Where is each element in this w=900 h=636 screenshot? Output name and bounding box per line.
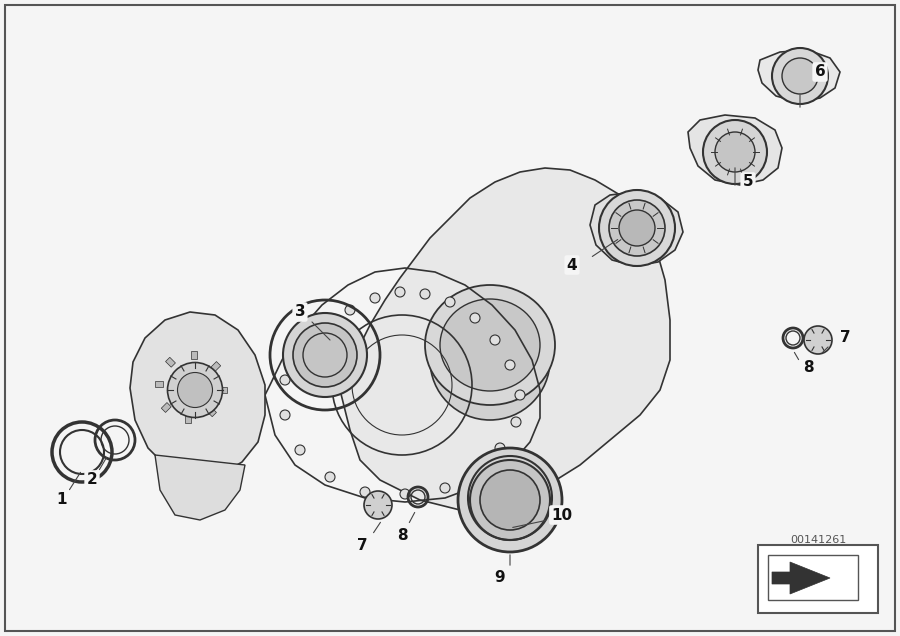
Circle shape [703, 120, 767, 184]
Circle shape [495, 443, 505, 453]
Text: 1: 1 [57, 492, 68, 508]
Bar [207, 407, 217, 417]
Polygon shape [340, 168, 670, 510]
Text: 8: 8 [397, 527, 408, 543]
Circle shape [360, 487, 370, 497]
Circle shape [490, 335, 500, 345]
Circle shape [458, 448, 562, 552]
Circle shape [395, 287, 405, 297]
Text: 10: 10 [552, 508, 572, 523]
Text: 00141261: 00141261 [790, 535, 846, 545]
Circle shape [280, 410, 290, 420]
Ellipse shape [440, 299, 540, 391]
Polygon shape [590, 192, 683, 266]
Circle shape [400, 489, 410, 499]
Circle shape [782, 58, 818, 94]
Bar [185, 415, 191, 423]
Text: 9: 9 [495, 570, 505, 586]
Circle shape [772, 48, 828, 104]
Circle shape [619, 210, 655, 246]
Circle shape [345, 305, 355, 315]
Circle shape [290, 367, 300, 377]
Circle shape [295, 445, 305, 455]
Circle shape [364, 491, 392, 519]
Circle shape [370, 293, 380, 303]
Text: 4: 4 [567, 258, 577, 272]
Bar [166, 357, 176, 367]
Circle shape [470, 465, 480, 475]
Circle shape [440, 483, 450, 493]
Circle shape [480, 470, 540, 530]
Bar [758, 545, 878, 613]
Circle shape [470, 313, 480, 323]
Circle shape [280, 375, 290, 385]
Polygon shape [130, 312, 265, 478]
Polygon shape [758, 50, 840, 102]
Circle shape [599, 190, 675, 266]
Text: 6: 6 [814, 64, 825, 80]
Circle shape [450, 320, 530, 400]
Bar [155, 381, 163, 387]
Polygon shape [155, 455, 245, 520]
Ellipse shape [425, 285, 555, 405]
Circle shape [420, 289, 430, 299]
Text: 7: 7 [840, 331, 850, 345]
Circle shape [515, 390, 525, 400]
Bar [191, 351, 197, 359]
Circle shape [511, 417, 521, 427]
Ellipse shape [167, 363, 222, 417]
Bar [211, 361, 220, 371]
Polygon shape [688, 115, 782, 185]
Circle shape [715, 132, 755, 172]
Bar [161, 403, 171, 413]
Text: 3: 3 [294, 305, 305, 319]
Text: 5: 5 [742, 174, 753, 190]
Bar [219, 387, 227, 393]
Polygon shape [772, 562, 830, 594]
Circle shape [305, 345, 315, 355]
Circle shape [325, 472, 335, 482]
Text: 2: 2 [86, 473, 97, 488]
Circle shape [445, 297, 455, 307]
Circle shape [609, 200, 665, 256]
Text: 7: 7 [356, 537, 367, 553]
Ellipse shape [177, 373, 212, 408]
Circle shape [804, 326, 832, 354]
Circle shape [283, 313, 367, 397]
Circle shape [323, 323, 333, 333]
Circle shape [470, 460, 550, 540]
Text: 8: 8 [803, 361, 814, 375]
Circle shape [505, 360, 515, 370]
Circle shape [293, 323, 357, 387]
Circle shape [430, 300, 550, 420]
Bar [768, 555, 858, 600]
